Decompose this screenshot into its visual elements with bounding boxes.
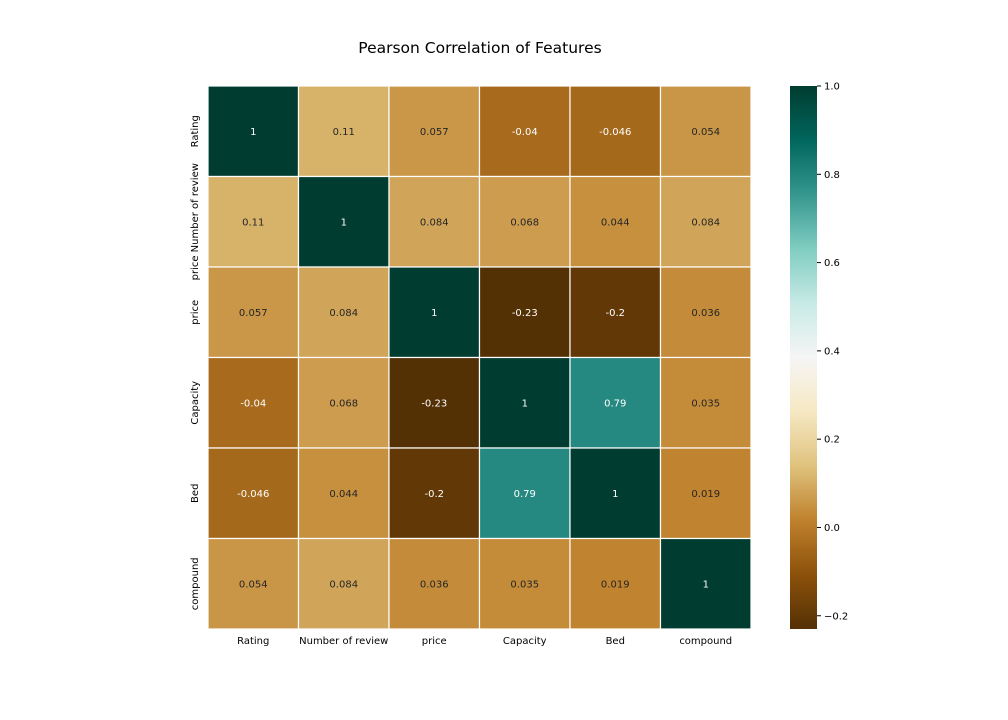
colorbar-tick-label: 1.0 <box>824 82 840 93</box>
cell-label: 0.054 <box>691 127 720 138</box>
cell-label: -0.2 <box>424 489 444 500</box>
cell-label: 1 <box>341 217 347 228</box>
cell-label: 0.019 <box>691 489 720 500</box>
cell-label: 0.019 <box>601 579 630 590</box>
heatmap-cell <box>569 447 662 540</box>
cell-label: 0.035 <box>510 579 539 590</box>
cell-label: 0.11 <box>333 127 355 138</box>
x-tick-label: price <box>422 636 447 647</box>
heatmap-cells: 1 0.11 0.057 -0.04 -0.046 0.054 0.11 1 0.084 0.06… <box>207 85 752 630</box>
cell-label: -0.04 <box>512 127 538 138</box>
heatmap-cell <box>478 356 571 449</box>
cell-label: 1 <box>250 127 256 138</box>
y-axis-tick-labels: Rating price Number of review price Capacit… <box>190 115 201 610</box>
cell-label: 0.79 <box>514 489 536 500</box>
cell-label: -0.04 <box>240 398 266 409</box>
cell-label: -0.046 <box>237 489 269 500</box>
colorbar-tick-label: 0.4 <box>824 346 840 357</box>
colorbar-tick-label: −0.2 <box>824 611 848 622</box>
heatmap-cell <box>207 85 300 178</box>
cell-label: 1 <box>612 489 618 500</box>
cell-label: 0.044 <box>601 217 630 228</box>
heatmap-cell <box>207 356 300 449</box>
y-tick-label: Rating <box>190 115 201 147</box>
y-tick-label: Bed <box>190 484 201 503</box>
cell-label: 1 <box>431 308 437 319</box>
cell-label: 0.084 <box>329 579 358 590</box>
cell-label: 0.057 <box>420 127 449 138</box>
heatmap-cell <box>659 266 752 359</box>
x-tick-label: Rating <box>237 636 269 647</box>
colorbar <box>790 86 817 629</box>
y-tick-label: Capacity <box>190 381 201 425</box>
cell-label: 0.035 <box>691 398 720 409</box>
heatmap-cell <box>388 85 481 178</box>
cell-label: -0.23 <box>512 308 538 319</box>
y-tick-label: compound <box>190 557 201 610</box>
cell-label: 0.79 <box>604 398 626 409</box>
heatmap-cell <box>388 356 481 449</box>
colorbar-tick-label: 0.8 <box>824 170 840 181</box>
colorbar-tick-label: 0.0 <box>824 523 840 534</box>
cell-label: 0.084 <box>329 308 358 319</box>
chart-title: Pearson Correlation of Features <box>358 39 601 57</box>
heatmap-cell <box>659 175 752 268</box>
heatmap-cell <box>297 266 390 359</box>
colorbar-ticks: −0.2 0.0 0.2 0.4 0.6 0.8 1.0 <box>817 82 848 622</box>
colorbar-tick-label: 0.2 <box>824 435 840 446</box>
x-tick-label: Bed <box>606 636 625 647</box>
heatmap-cell <box>297 175 390 268</box>
colorbar-tick-label: 0.6 <box>824 258 840 269</box>
heatmap-cell <box>207 266 300 359</box>
cell-label: 0.036 <box>691 308 720 319</box>
cell-label: 0.057 <box>239 308 268 319</box>
cell-label: 0.11 <box>242 217 264 228</box>
heatmap-cell <box>659 85 752 178</box>
heatmap-cell <box>569 85 662 178</box>
cell-label: -0.23 <box>421 398 447 409</box>
y-tick-label: price Number of review <box>190 163 201 280</box>
x-tick-label: Number of review <box>299 636 388 647</box>
cell-label: 0.044 <box>329 489 358 500</box>
heatmap-cell <box>478 447 571 540</box>
heatmap-cell <box>659 356 752 449</box>
cell-label: 0.068 <box>329 398 358 409</box>
cell-label: 0.036 <box>420 579 449 590</box>
heatmap-cell <box>207 447 300 540</box>
heatmap-cell <box>297 85 390 178</box>
heatmap-cell <box>478 175 571 268</box>
heatmap-cell <box>659 537 752 630</box>
heatmap-cell <box>478 85 571 178</box>
cell-label: -0.046 <box>599 127 631 138</box>
y-tick-label: price <box>190 300 201 325</box>
cell-label: -0.2 <box>605 308 625 319</box>
cell-label: 0.084 <box>420 217 449 228</box>
cell-label: 1 <box>522 398 528 409</box>
cell-label: 0.054 <box>239 579 268 590</box>
cell-label: 0.068 <box>510 217 539 228</box>
heatmap-cell <box>659 447 752 540</box>
heatmap-cell <box>478 537 571 630</box>
heatmap-cell <box>478 266 571 359</box>
x-tick-label: Capacity <box>503 636 547 647</box>
x-axis-tick-labels: Rating Number of review price Capacity Bed co… <box>237 636 732 647</box>
heatmap-cell <box>569 356 662 449</box>
cell-label: 0.084 <box>691 217 720 228</box>
heatmap-cell <box>388 447 481 540</box>
heatmap-cell <box>297 356 390 449</box>
heatmap-cell <box>569 537 662 630</box>
heatmap-cell <box>207 537 300 630</box>
x-tick-label: compound <box>679 636 732 647</box>
heatmap-cell <box>569 266 662 359</box>
cell-label: 1 <box>703 579 709 590</box>
